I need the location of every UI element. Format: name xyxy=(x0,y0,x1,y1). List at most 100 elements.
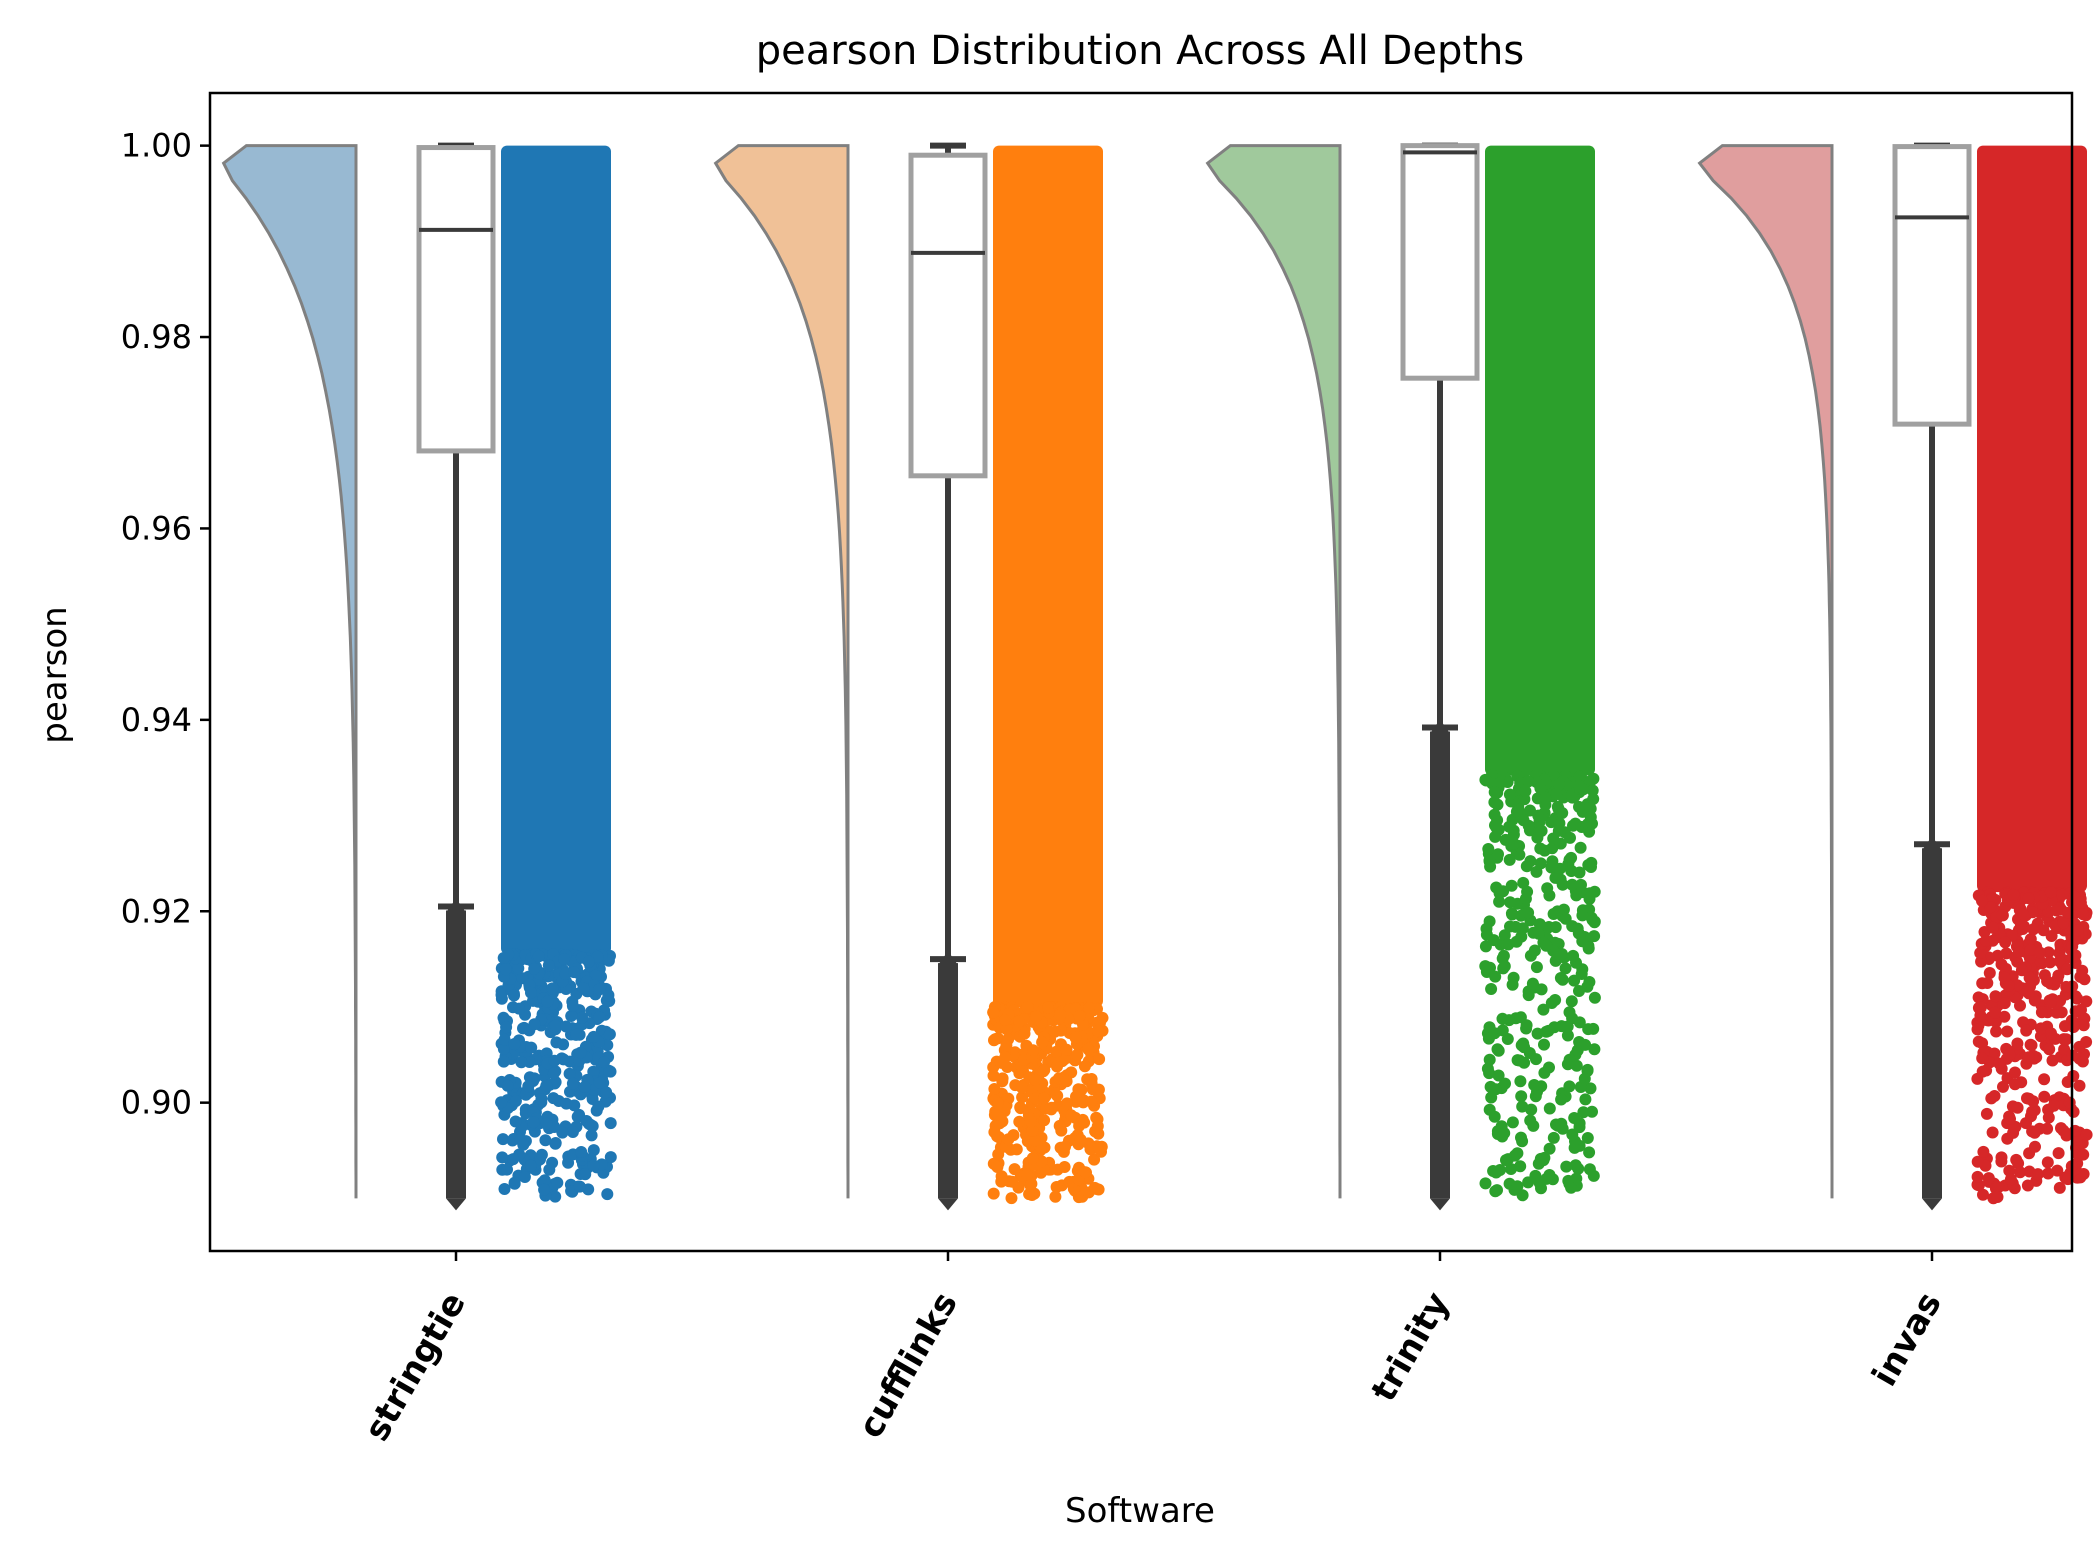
strip-point xyxy=(1522,989,1535,1002)
strip-point xyxy=(2050,904,2063,917)
strip-point xyxy=(2044,886,2057,899)
strip-point xyxy=(1020,1168,1033,1181)
strip-point xyxy=(1972,991,1985,1004)
strip-point xyxy=(1992,1181,2005,1194)
strip-point xyxy=(1016,1091,1029,1104)
strip-point xyxy=(2077,1148,2090,1161)
strip-point xyxy=(578,1081,591,1093)
strip-point xyxy=(1540,1172,1553,1185)
outlier-head-trinity xyxy=(1430,719,1450,734)
strip-point xyxy=(1029,1074,1042,1087)
strip-point xyxy=(1504,920,1516,933)
strip-point xyxy=(1587,1022,1600,1035)
strip-point xyxy=(1988,1090,2001,1102)
strip-point xyxy=(1091,1120,1104,1133)
strip-point xyxy=(1559,962,1572,975)
strip-point xyxy=(2073,1040,2086,1053)
strip-point xyxy=(1085,1073,1098,1085)
strip-point xyxy=(1564,831,1576,844)
strip-point xyxy=(1491,1043,1504,1056)
strip-point xyxy=(1568,1112,1581,1124)
strip-point xyxy=(1480,922,1493,935)
strip-point xyxy=(575,1146,588,1158)
strip-point xyxy=(498,1183,511,1195)
strip-point xyxy=(1496,952,1509,965)
strip-point xyxy=(1491,1184,1503,1197)
strip-point xyxy=(1543,1061,1555,1074)
strip-point xyxy=(1493,895,1506,908)
strip-point xyxy=(996,1072,1009,1085)
strip-point xyxy=(2077,908,2090,921)
strip-point xyxy=(1488,786,1501,799)
plot-area xyxy=(221,142,2093,1211)
strip-point xyxy=(1545,997,1558,1009)
strip-point xyxy=(1576,909,1589,922)
strip-point xyxy=(1554,972,1567,984)
strip-point xyxy=(1547,769,1560,782)
strip-point xyxy=(1048,1025,1061,1038)
strip-point xyxy=(1038,1092,1051,1105)
strip-point xyxy=(1522,1176,1535,1189)
outlier-tip-invas xyxy=(1922,1198,1942,1211)
strip-point xyxy=(1573,770,1586,783)
strip-point xyxy=(1063,1012,1076,1025)
strip-point xyxy=(538,1183,551,1196)
strip-point xyxy=(1974,947,1987,959)
strip-point xyxy=(1535,983,1548,996)
strip-point xyxy=(2024,933,2037,946)
strip-point xyxy=(499,963,512,976)
strip-point xyxy=(1489,830,1502,843)
strip-point xyxy=(586,1120,599,1133)
strip-point xyxy=(592,1100,605,1113)
strip-point xyxy=(1069,1031,1082,1044)
strip-point xyxy=(1514,1075,1527,1088)
strip-point xyxy=(535,1148,548,1161)
strip-point xyxy=(560,1097,573,1110)
strip-point xyxy=(1506,908,1519,921)
strip-point xyxy=(2012,946,2025,959)
strip-point xyxy=(1977,1188,1989,1201)
strip-point xyxy=(1980,1107,1993,1120)
strip-point xyxy=(1545,816,1558,829)
strip-point xyxy=(2053,1181,2066,1194)
strip-point xyxy=(600,1086,613,1099)
strip-point xyxy=(539,1134,552,1147)
strip-point xyxy=(1504,896,1517,909)
box-trinity xyxy=(1400,143,1480,381)
strip-point xyxy=(1488,808,1501,821)
strip-invas xyxy=(1971,145,2093,1205)
strip-point xyxy=(577,982,590,995)
strip-point xyxy=(1517,1037,1530,1050)
strip-point xyxy=(2033,946,2046,959)
strip-point xyxy=(1487,934,1500,947)
strip-point xyxy=(549,1190,562,1203)
strip-point xyxy=(1042,1001,1054,1014)
strip-point xyxy=(1976,894,1988,907)
strip-point xyxy=(2035,1006,2048,1019)
x-tick-label-stringtie: stringtie xyxy=(357,1286,474,1448)
strip-point xyxy=(2022,892,2035,905)
strip-point xyxy=(1511,1180,1524,1193)
strip-point xyxy=(1497,885,1510,898)
strip-point xyxy=(538,1174,551,1187)
strip-point xyxy=(1071,1049,1083,1061)
strip-point xyxy=(1971,1155,1984,1168)
strip-point xyxy=(1530,865,1543,878)
strip-point xyxy=(1078,1060,1091,1073)
strip-point xyxy=(515,1056,528,1069)
strip-point xyxy=(1587,793,1600,805)
violin-cufflinks xyxy=(713,144,850,1199)
strip-point xyxy=(995,1175,1008,1188)
strip-point xyxy=(603,1064,615,1077)
strip-point xyxy=(1971,1072,1984,1085)
strip-point xyxy=(509,1115,522,1128)
strip-point xyxy=(497,1043,510,1055)
strip-point xyxy=(2076,1055,2089,1068)
strip-point xyxy=(1030,1010,1043,1023)
outliers-invas xyxy=(1922,848,1942,1199)
strip-point xyxy=(556,1126,569,1139)
strip-point xyxy=(1991,1191,2004,1203)
strip-point xyxy=(2060,1129,2073,1142)
strip-point xyxy=(1587,1169,1600,1182)
strip-point xyxy=(1567,949,1580,962)
